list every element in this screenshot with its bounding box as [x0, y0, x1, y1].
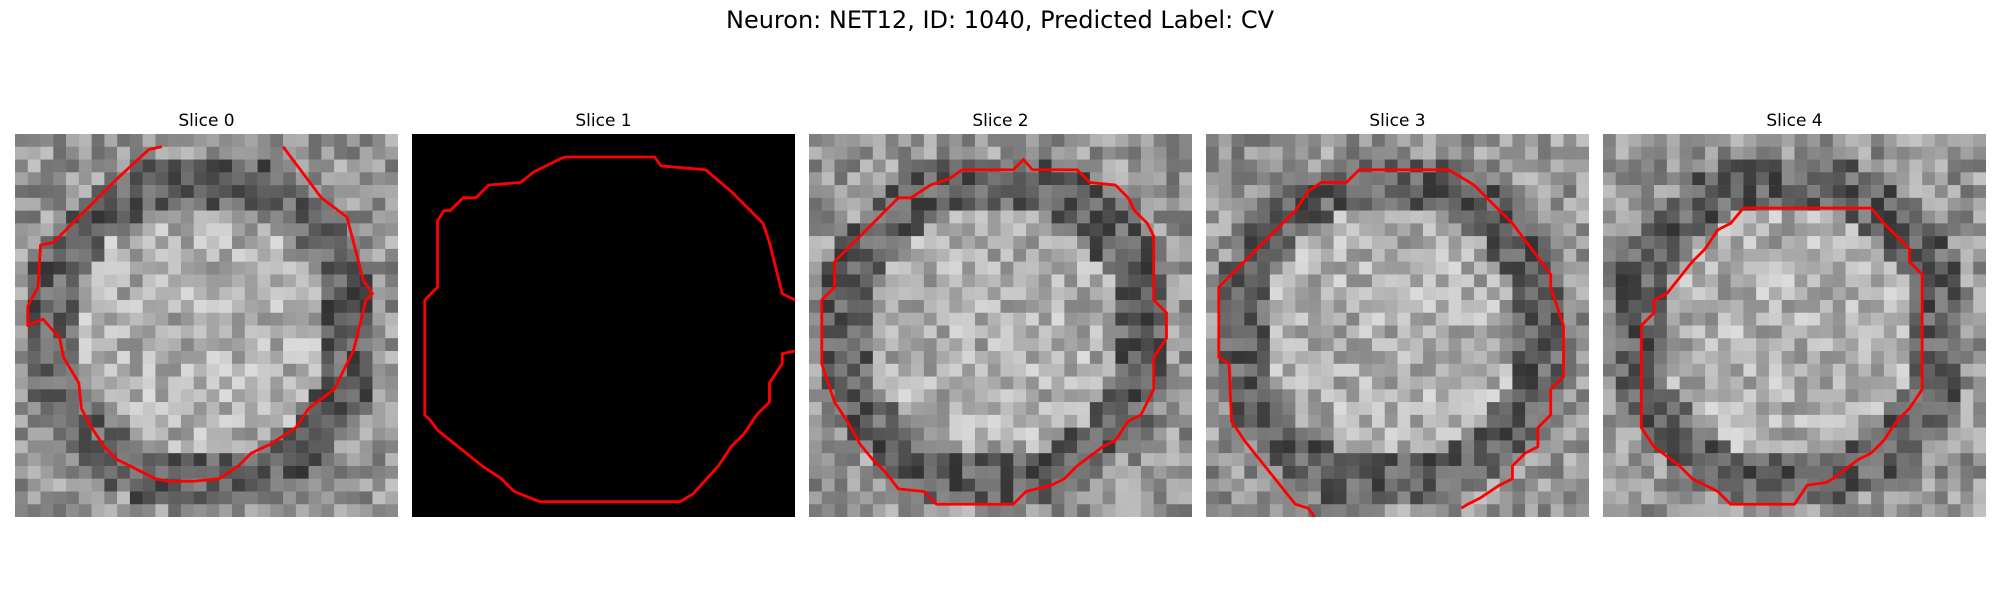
slice-image-4	[1603, 134, 1986, 517]
black-slice-background	[412, 134, 795, 517]
contour-1b	[423, 158, 795, 504]
figure-title: Neuron: NET12, ID: 1040, Predicted Label…	[726, 6, 1274, 34]
slice-panel-0: Slice 0	[15, 108, 398, 517]
slice-panel-4: Slice 4	[1603, 108, 1986, 517]
slice-pixels-0	[15, 134, 398, 517]
contour-4	[1639, 206, 1924, 506]
slice-title-2: Slice 2	[972, 111, 1029, 131]
slice-image-0	[15, 134, 398, 517]
contour-2	[820, 158, 1168, 506]
slice-title-4: Slice 4	[1766, 111, 1823, 131]
slice-title-0: Slice 0	[178, 111, 235, 131]
slice-panel-1: Slice 1	[412, 108, 795, 517]
contour-0	[26, 145, 374, 483]
slice-title-1: Slice 1	[575, 111, 632, 131]
contour-1	[558, 155, 795, 302]
slice-image-3	[1206, 134, 1589, 517]
slice-title-3: Slice 3	[1369, 111, 1426, 131]
slice-pixels-4	[1603, 134, 1986, 517]
contour-3	[1217, 168, 1565, 517]
slice-panel-3: Slice 3	[1206, 108, 1589, 517]
slice-image-2	[809, 134, 1192, 517]
slice-panel-2: Slice 2	[809, 108, 1192, 517]
slice-pixels-3	[1206, 134, 1589, 517]
slice-image-1	[412, 134, 795, 517]
slice-pixels-2	[809, 134, 1192, 517]
